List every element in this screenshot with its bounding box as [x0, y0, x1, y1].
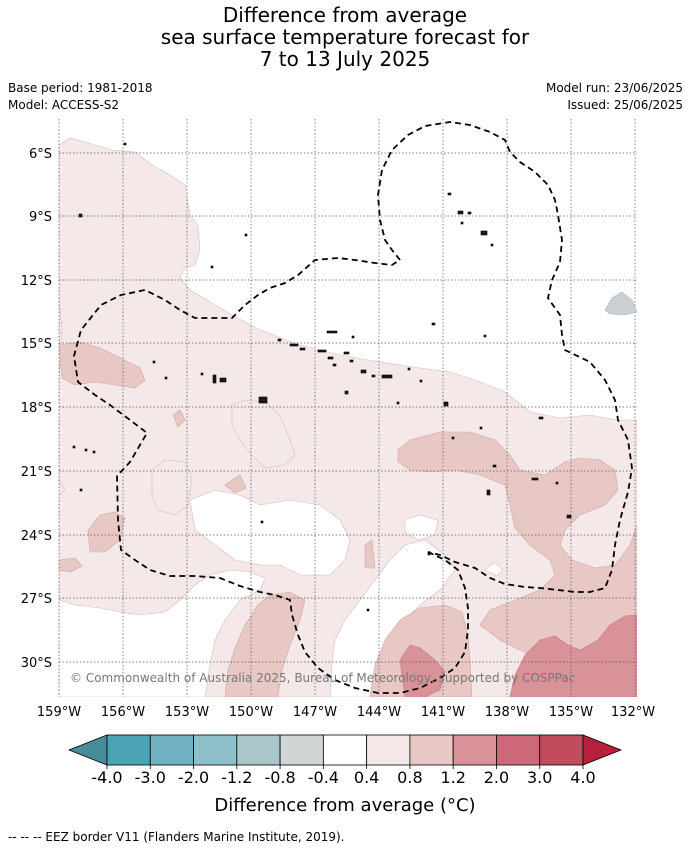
colorbar-segment [452, 734, 497, 766]
lon-tick-label: 150°W [229, 705, 273, 720]
colorbar-tick-label: 0.8 [397, 768, 422, 787]
colorbar-segment [106, 734, 151, 766]
lon-axis: 159°W 156°W 153°W 150°W 147°W 144°W 141°… [37, 705, 655, 720]
lat-tick-label: 30°S [21, 656, 52, 671]
eez-borders [73, 121, 633, 694]
colorbar-tick-label: -0.4 [308, 768, 339, 787]
anomaly-zone-light [59, 137, 637, 697]
lat-tick-label: 6°S [29, 147, 52, 162]
title-line-1: Difference from average [222, 3, 468, 27]
map-copyright: © Commonwealth of Australia 2025, Bureau… [70, 671, 575, 685]
colorbar-segment [409, 734, 454, 766]
colorbar-tick-label: -2.0 [178, 768, 209, 787]
colorbar-tick-label: -0.8 [264, 768, 295, 787]
lat-axis: 6°S 9°S 12°S 15°S 18°S 21°S 24°S 27°S 30… [21, 147, 52, 671]
colorbar-segment [149, 734, 194, 766]
colorbar-tick-label: -1.2 [221, 768, 252, 787]
model-run: Model run: 23/06/2025 [545, 81, 683, 95]
colorbar-segment [279, 734, 324, 766]
issued-date: Issued: 25/06/2025 [567, 98, 683, 112]
lat-tick-label: 18°S [21, 401, 52, 416]
neutral-zone [59, 489, 504, 697]
colorbar-segment [496, 734, 541, 766]
colorbar-segment [193, 734, 238, 766]
lon-tick-label: 135°W [549, 705, 593, 720]
lat-tick-label: 27°S [21, 592, 52, 607]
colorbar-tick-label: -4.0 [91, 768, 122, 787]
land-mask [604, 291, 638, 316]
anomaly-zone-strong [399, 614, 637, 697]
colorbar-label: Difference from average (°C) [214, 795, 475, 816]
lat-tick-label: 21°S [21, 465, 52, 480]
lat-tick-label: 12°S [21, 274, 52, 289]
lon-tick-label: 138°W [485, 705, 529, 720]
title-line-3: 7 to 13 July 2025 [259, 47, 431, 71]
model-name: Model: ACCESS-S2 [8, 98, 120, 112]
colorbar-segment [322, 734, 368, 766]
colorbar-segment [366, 734, 411, 766]
lat-tick-label: 24°S [21, 529, 52, 544]
colorbar-segment [236, 734, 281, 766]
colorbar-segment [539, 734, 584, 766]
colorbar-tick-label: 0.4 [354, 768, 379, 787]
lon-tick-label: 156°W [101, 705, 145, 720]
lat-tick-label: 15°S [21, 337, 52, 352]
eez-legend: -- -- -- EEZ border V11 (Flanders Marine… [8, 830, 345, 844]
meta-left: Base period: 1981-2018 Model: ACCESS-S2 [8, 80, 153, 114]
colorbar-arrow-low [67, 734, 108, 766]
lon-tick-label: 153°W [165, 705, 209, 720]
colorbar-tick-label: 4.0 [570, 768, 595, 787]
lat-tick-label: 9°S [29, 210, 52, 225]
colorbar-arrow-high [582, 734, 623, 766]
colorbar: -4.0 -3.0 -2.0 -1.2 -0.8 -0.4 0.4 0.8 1.2 2.0 3.0 4… [67, 734, 623, 787]
lon-tick-label: 132°W [611, 705, 655, 720]
lon-tick-label: 159°W [37, 705, 81, 720]
lon-tick-label: 144°W [357, 705, 401, 720]
colorbar-tick-label: 2.0 [484, 768, 509, 787]
lon-tick-label: 147°W [293, 705, 337, 720]
title-line-2: sea surface temperature forecast for [160, 25, 530, 49]
colorbar-tick-label: -3.0 [135, 768, 166, 787]
colorbar-tick-label: 1.2 [440, 768, 465, 787]
meta-right: Model run: 23/06/2025 Issued: 25/06/2025 [546, 80, 683, 114]
anomaly-field [59, 119, 637, 697]
islands [72, 142, 572, 612]
colorbar-tick-label: 3.0 [527, 768, 552, 787]
lon-tick-label: 141°W [421, 705, 465, 720]
base-period: Base period: 1981-2018 [8, 81, 153, 95]
chart-title: Difference from average sea surface temp… [0, 4, 690, 70]
